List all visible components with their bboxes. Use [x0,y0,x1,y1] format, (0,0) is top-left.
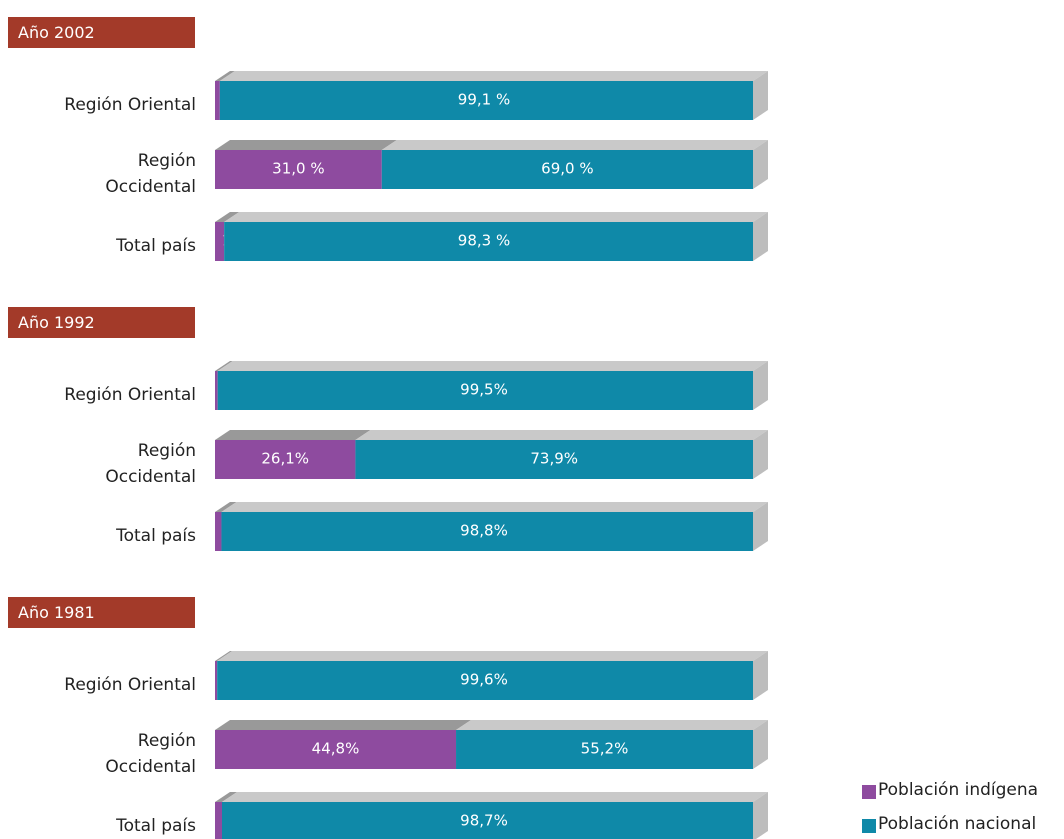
legend-label: Población indígena [878,780,1039,800]
value-label: 26,1% [261,450,309,468]
bar-side [753,140,768,189]
category-label: Región Oriental [64,384,196,405]
bar [355,440,753,479]
category-label: Región Occidental [105,150,196,197]
bar-top [215,651,233,661]
bar [219,81,754,120]
bar-top [215,71,235,81]
value-label: 73,9% [530,450,578,468]
bar [215,802,222,839]
category-label: Total país [116,815,196,836]
category-label: Total país [116,235,196,256]
bar [215,512,222,551]
bar-top [224,212,768,222]
bar-side [753,792,768,839]
bar [215,81,220,120]
bar [217,661,754,700]
bar [224,222,753,261]
bar-top [215,212,240,222]
bar [215,440,356,479]
bar-top [215,140,397,150]
value-label: 55,2% [581,740,629,758]
value-label: 99,6% [460,671,508,689]
bar [221,512,753,551]
bar [215,661,218,700]
category-label: Región Oriental [64,674,196,695]
value-label: 31,0 % [272,160,324,178]
legend-swatch [862,819,876,833]
value-label: 69,0 % [541,160,593,178]
bar-top [219,71,769,81]
bar-side [753,430,768,479]
bar-top [215,361,233,371]
legend-label: Población nacional [878,814,1037,834]
bar-side [753,720,768,769]
value-label: 98,3 % [458,232,510,250]
bar [215,150,382,189]
value-label: 99,1 % [458,91,510,109]
section-title: Año 1981 [8,597,195,628]
bar [215,222,225,261]
value-label: 98,7% [460,812,508,830]
bar [221,802,753,839]
value-label: 99,5% [460,381,508,399]
bar-top [215,430,371,440]
bar-side [753,212,768,261]
bar-top [381,140,768,150]
bar-side [753,361,768,410]
value-label: 98,8% [460,522,508,540]
bar-top [221,792,768,802]
bar-top [221,502,768,512]
bar [456,730,753,769]
section-title: Año 1992 [8,307,195,338]
category-label: Región Oriental [64,94,196,115]
bar-top [355,430,768,440]
bar [217,371,753,410]
category-label: Región Occidental [105,730,196,777]
section-title: Año 2002 [8,17,195,48]
bar [215,371,218,410]
bar-side [753,71,768,120]
bar-top [217,651,769,661]
bar [381,150,753,189]
bar-top [456,720,768,730]
category-label: Total país [116,525,196,546]
bar-top [217,361,768,371]
bar-top [215,720,472,730]
legend-swatch [862,785,876,799]
bar-top [215,502,237,512]
bar [215,730,457,769]
bar-side [753,651,768,700]
bar-top [215,792,237,802]
value-label: 44,8% [312,740,360,758]
bar-side [753,502,768,551]
category-label: Región Occidental [105,440,196,487]
